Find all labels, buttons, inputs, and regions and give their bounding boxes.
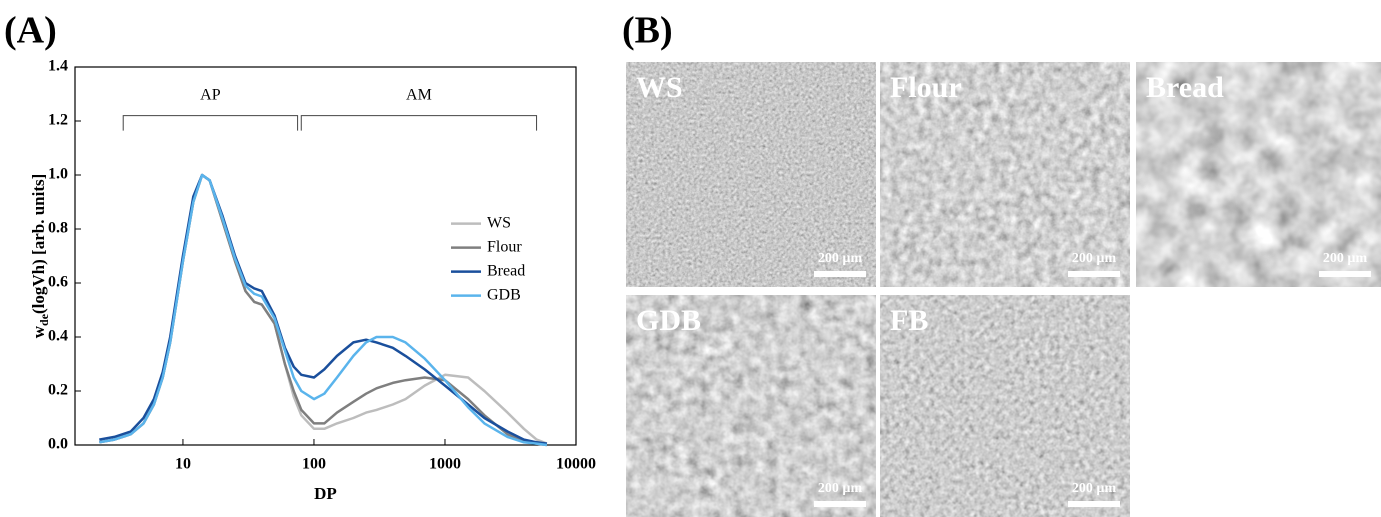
annotation: AP: [200, 86, 221, 103]
scale-label: 200 µm: [1323, 251, 1368, 266]
legend-label: Bread: [487, 262, 525, 279]
y-tick-label: 1.0: [48, 166, 68, 183]
panel-label: (A): [4, 10, 57, 52]
image-label: GDB: [636, 304, 701, 337]
x-tick-label: 10: [175, 456, 191, 473]
sem-image: [626, 62, 876, 287]
image-label: Flour: [890, 71, 962, 104]
scale-label: 200 µm: [1072, 481, 1117, 496]
image-label: Bread: [1146, 71, 1224, 104]
image-label: FB: [890, 304, 928, 337]
legend-label: Flour: [487, 238, 522, 255]
legend-label: WS: [487, 214, 511, 231]
series-line: [99, 173, 548, 447]
scale-label: 200 µm: [1072, 251, 1117, 266]
y-axis-label: wde(logVh) [arb. units]: [29, 174, 51, 339]
y-tick-label: 0.8: [48, 220, 68, 237]
bracket: [122, 115, 299, 131]
panel-label: (B): [622, 10, 673, 52]
scale-bar: [814, 271, 866, 277]
y-tick-label: 0.0: [48, 436, 68, 453]
bracket: [300, 115, 538, 131]
y-tick-label: 1.2: [48, 112, 68, 129]
y-tick-label: 1.4: [48, 58, 68, 75]
scale-bar: [1068, 271, 1120, 277]
x-tick-label: 100: [302, 456, 326, 473]
line-chart: 0.0 0.2 0.4 0.6 0.8 1.0 1.2 1.4 10 100 1000 10000 DP…: [29, 58, 596, 503]
y-label-sub: de: [37, 313, 51, 326]
scale-bar: [814, 501, 866, 507]
legend-label: GDB: [487, 286, 521, 303]
sem-image: [880, 62, 1130, 287]
x-tick-label: 10000: [556, 456, 596, 473]
sem-images: WS 200 µm Flour 200 µm Bread 200 µm GDB 200 µm F…: [626, 62, 1381, 517]
plot-frame: [74, 66, 577, 446]
series-line: [99, 173, 548, 445]
y-label-main: w: [29, 325, 48, 338]
scale-bar: [1319, 271, 1371, 277]
series-line: [99, 173, 548, 445]
sem-image: [626, 295, 876, 517]
sem-image: [880, 295, 1130, 517]
x-axis-label: DP: [314, 484, 337, 503]
scale-label: 200 µm: [818, 251, 863, 266]
x-tick-label: 1000: [429, 456, 461, 473]
annotation: AM: [406, 86, 432, 103]
scale-label: 200 µm: [818, 481, 863, 496]
series-line: [99, 173, 548, 447]
y-label-rest: (logVh) [arb. units]: [29, 174, 48, 314]
y-tick-label: 0.2: [48, 382, 68, 399]
sem-image: [1136, 62, 1381, 287]
y-tick-label: 0.4: [48, 328, 68, 345]
image-label: WS: [636, 71, 683, 104]
y-tick-label: 0.6: [48, 274, 68, 291]
scale-bar: [1068, 501, 1120, 507]
